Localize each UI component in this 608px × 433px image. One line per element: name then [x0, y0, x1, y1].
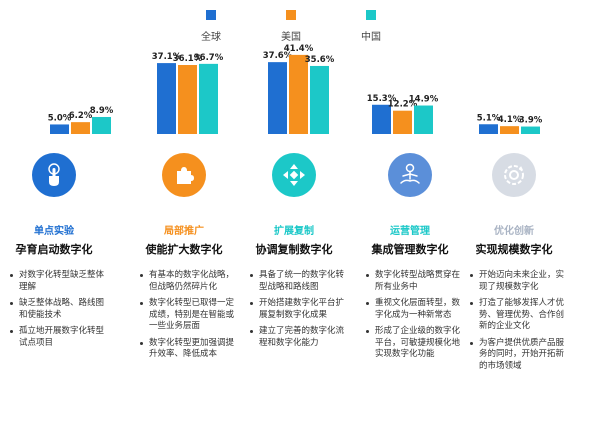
stage-name: 扩展复制 [274, 226, 314, 237]
stage-title: 实现规模数字化 [475, 243, 553, 256]
legend-entry-usa: 美国 [251, 10, 331, 44]
legend-swatch-usa [286, 10, 296, 20]
bar-value-label: 36.7% [194, 53, 224, 63]
stage-name: 运营管理 [390, 226, 430, 237]
bar-value-label: 35.6% [305, 55, 335, 65]
bar-1-4 [372, 104, 391, 134]
bar-value-label: 6.2% [69, 111, 93, 121]
bar-value-label: 8.9% [90, 106, 114, 116]
list-item: 数字化转型战略贯穿在所有业务中 [366, 270, 462, 293]
list-item: 开始迈向未来企业，实现了规模数字化 [470, 270, 566, 293]
stage-title: 协调复制数字化 [255, 243, 333, 256]
list-item: 数字化转型更加强调提升效率、降低成本 [140, 338, 236, 361]
legend-label-usa: 美国 [281, 32, 301, 43]
bar-3-2 [199, 63, 218, 134]
stage-icon-circle [388, 153, 432, 197]
list-item: 建立了完善的数字化流程和数字化能力 [250, 326, 346, 349]
list-item: 为客户提供优质产品服务的同时，开始开拓新的市场领域 [470, 338, 566, 373]
touch-hand-icon [48, 163, 60, 186]
bar-1-1 [50, 124, 69, 134]
list-item: 有基本的数字化战略，但战略仍然碎片化 [140, 270, 236, 293]
meditation-person-icon [400, 163, 420, 184]
stage-name: 单点实验 [34, 226, 74, 237]
legend-swatch-global [206, 10, 216, 20]
bar-value-label: 37.6% [263, 51, 293, 61]
list-item: 开始搭建数字化平台扩展复制数字化成果 [250, 298, 346, 321]
list-item: 缺乏整体战略、路线图和使能技术 [10, 298, 106, 321]
bar-3-4 [414, 105, 433, 134]
gear-cycle-icon [504, 165, 524, 185]
legend-swatch-china [366, 10, 376, 20]
bar-1-2 [157, 63, 176, 134]
stage-column-5: 优化创新 实现规模数字化 开始迈向未来企业，实现了规模数字化 打造了能够发挥人才… [460, 0, 568, 433]
stage-title: 使能扩大数字化 [145, 243, 223, 256]
bar-1-3 [268, 62, 287, 134]
bar-value-label: 14.9% [409, 95, 439, 105]
bar-value-label: 5.1% [477, 113, 501, 123]
bar-2-1 [71, 122, 90, 134]
bar-3-1 [92, 116, 111, 134]
list-item: 孤立地开展数字化转型试点项目 [10, 326, 106, 349]
stage-icon-circle [162, 153, 206, 197]
stage-name: 优化创新 [494, 226, 534, 237]
bar-chart: 5.0%6.2%8.9% 37.1%36.1%36.7% 37.6%41.4%35.… [48, 44, 543, 134]
legend-entry-china: 中国 [331, 10, 411, 44]
stage-name: 局部推广 [164, 226, 204, 237]
bar-value-label: 37.1% [152, 52, 182, 62]
stage-description-list: 对数字化转型缺乏整体理解 缺乏整体战略、路线图和使能技术 孤立地开展数字化转型试… [10, 270, 106, 354]
list-item: 具备了统一的数字化转型战略和路线图 [250, 270, 346, 293]
stage-description-list: 开始迈向未来企业，实现了规模数字化 打造了能够发挥人才优势、管理优势、合作创新的… [470, 270, 566, 377]
bar-3-3 [310, 65, 329, 134]
list-item: 重视文化层面转型，数字化成为一种新常态 [366, 298, 462, 321]
legend-label-global: 全球 [201, 32, 221, 43]
bar-value-label: 5.0% [48, 113, 72, 123]
list-item: 打造了能够发挥人才优势、管理优势、合作创新的企业文化 [470, 298, 566, 333]
stage-description-list: 具备了统一的数字化转型战略和路线图 开始搭建数字化平台扩展复制数字化成果 建立了… [250, 270, 346, 354]
bar-2-2 [178, 65, 197, 134]
stage-title: 集成管理数字化 [371, 243, 449, 256]
bar-value-label: 36.1% [173, 54, 203, 64]
puzzle-piece-icon [177, 167, 194, 184]
stage-title: 孕育启动数字化 [15, 243, 93, 256]
bar-2-4 [393, 110, 412, 134]
bar-value-label: 3.9% [519, 116, 543, 126]
stage-column-1: 单点实验 孕育启动数字化 对数字化转型缺乏整体理解 缺乏整体战略、路线图和使能技… [0, 0, 108, 433]
legend-label-china: 中国 [361, 32, 381, 43]
legend: 全球 美国 中国 [0, 10, 608, 50]
bar-2-5 [500, 126, 519, 134]
list-item: 数字化转型已取得一定成绩，特别是在智能或一些业务层面 [140, 298, 236, 333]
bar-value-label: 12.2% [388, 100, 418, 110]
bar-1-5 [479, 124, 498, 134]
bar-3-5 [521, 126, 540, 134]
stage-description-list: 数字化转型战略贯穿在所有业务中 重视文化层面转型，数字化成为一种新常态 形成了企… [366, 270, 462, 366]
stage-column-4: 运营管理 集成管理数字化 数字化转型战略贯穿在所有业务中 重视文化层面转型，数字… [356, 0, 464, 433]
stage-column-3: 扩展复制 协调复制数字化 具备了统一的数字化转型战略和路线图 开始搭建数字化平台… [240, 0, 348, 433]
stage-column-2: 局部推广 使能扩大数字化 有基本的数字化战略，但战略仍然碎片化 数字化转型已取得… [130, 0, 238, 433]
stage-icon-circle [32, 153, 76, 197]
bar-2-3 [289, 54, 308, 134]
bar-value-label: 15.3% [367, 94, 397, 104]
stage-icon-circle [272, 153, 316, 197]
bar-value-label: 41.4% [284, 44, 314, 54]
bar-value-label: 4.1% [498, 115, 522, 125]
list-item: 形成了企业级的数字化平台，可敏捷规模化地实现数字化功能 [366, 326, 462, 361]
stage-description-list: 有基本的数字化战略，但战略仍然碎片化 数字化转型已取得一定成绩，特别是在智能或一… [140, 270, 236, 366]
stage-icon-circle [492, 153, 536, 197]
expand-arrows-icon [283, 164, 305, 186]
list-item: 对数字化转型缺乏整体理解 [10, 270, 106, 293]
legend-entry-global: 全球 [171, 10, 251, 44]
